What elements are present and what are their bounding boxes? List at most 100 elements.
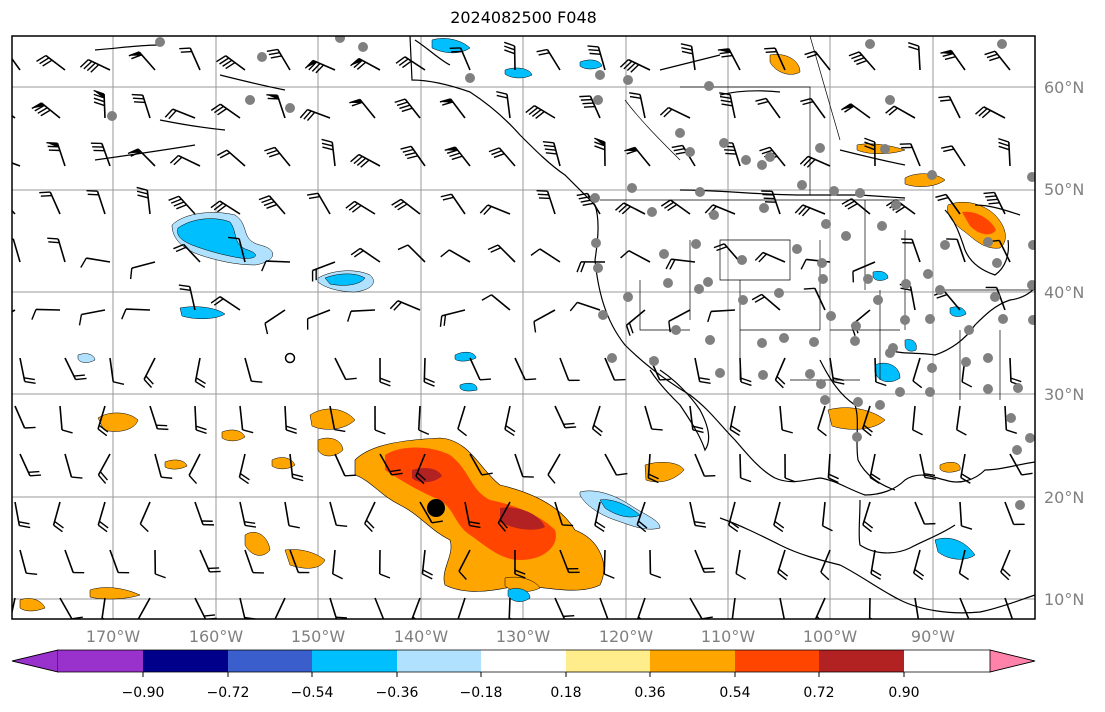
wind-barb (364, 501, 376, 533)
wind-barb (975, 106, 1006, 119)
wind-barb (139, 501, 151, 533)
wind-barb (311, 261, 336, 282)
wind-barb (773, 501, 785, 533)
wind-barb (47, 237, 66, 263)
wind-barb (717, 48, 741, 71)
wind-barb (820, 549, 831, 581)
wind-barb (869, 453, 881, 484)
wind-barb (149, 405, 169, 431)
observation-dot (983, 384, 993, 394)
wind-barb (647, 453, 659, 484)
positive-anomaly-great-lakes (947, 201, 1006, 249)
observation-dot (923, 269, 933, 279)
colorbar-label: −0.90 (122, 685, 165, 701)
observation-dot (851, 321, 861, 331)
wind-barb (421, 549, 433, 580)
wind-barb (694, 549, 716, 573)
wind-barb (188, 453, 201, 485)
wind-barb (615, 202, 646, 215)
wind-barb (14, 501, 31, 529)
wind-barb (848, 51, 876, 71)
wind-barb (284, 352, 296, 364)
wind-barb (829, 357, 845, 385)
observation-dot (935, 285, 945, 295)
wind-barb (959, 501, 973, 530)
wind-barb (258, 195, 286, 215)
colorbar-labels: −0.90 −0.72 −0.54 −0.36 −0.18 0.18 0.36 … (122, 685, 920, 701)
wind-barb (559, 549, 580, 574)
wind-barb (864, 137, 876, 167)
wind-barb (636, 597, 646, 619)
wind-barb (469, 357, 492, 381)
wind-barb (244, 549, 264, 574)
observation-dot (704, 81, 714, 91)
wind-barb (754, 251, 786, 263)
wind-barb (761, 190, 781, 215)
wind-barb (547, 453, 561, 484)
wind-barb (751, 293, 781, 311)
longitude-axis: 170°W 160°W 150°W 140°W 130°W 120°W 110°… (86, 627, 955, 646)
colorbar-segment (819, 650, 904, 672)
wind-barb (350, 57, 381, 71)
wind-barb (591, 405, 603, 437)
observation-dot (815, 143, 825, 153)
observation-dot (1015, 500, 1025, 510)
wind-barb (764, 47, 786, 71)
wind-barb (90, 142, 111, 167)
observation-dot (685, 147, 695, 157)
colorbar-extend-high (989, 649, 1036, 673)
observation-dot (826, 311, 836, 321)
wind-barb (899, 143, 921, 167)
observation-dot (820, 395, 830, 405)
wind-barb (694, 453, 716, 477)
wind-barb (179, 47, 201, 71)
observation-dot (983, 353, 993, 363)
wind-barb (346, 309, 376, 322)
wind-barb (12, 162, 21, 167)
wind-barb (210, 103, 241, 119)
observation-dot (797, 180, 807, 190)
observation-dot (741, 155, 751, 165)
wind-barb (12, 238, 21, 263)
wind-barb (636, 501, 648, 533)
wind-barb (799, 155, 831, 168)
wind-barb (86, 190, 106, 215)
wind-barb (800, 97, 826, 119)
map-frame (11, 35, 1036, 620)
wind-barb (284, 501, 300, 529)
wind-barb (31, 308, 61, 320)
observation-dot (895, 387, 905, 397)
wind-barb (411, 597, 421, 619)
wind-barb (576, 261, 606, 273)
wind-barb (469, 453, 493, 476)
wind-barb (841, 103, 871, 119)
wind-barb (306, 309, 331, 330)
wind-barb (1000, 549, 1011, 581)
observation-dot (841, 231, 851, 241)
wind-barb (264, 309, 286, 335)
observation-dot (821, 219, 831, 229)
colorbar (11, 649, 1036, 677)
wind-barb (998, 137, 1011, 167)
wind-barb (173, 243, 201, 263)
lon-label: 140°W (394, 627, 449, 646)
wind-barb (542, 140, 561, 167)
wind-barb (14, 405, 36, 429)
map-title: 2024082500 F048 (450, 8, 597, 27)
observation-dot (809, 337, 819, 347)
wind-barb (739, 453, 752, 483)
wind-barb (216, 55, 246, 71)
observation-dot (737, 255, 747, 265)
wind-barb (779, 597, 786, 619)
observation-dot (964, 325, 974, 335)
wind-barb (109, 549, 130, 574)
observation-dot (885, 95, 895, 105)
observation-dot (875, 400, 885, 410)
wind-barb (306, 192, 331, 215)
colorbar-label: 0.54 (719, 685, 750, 701)
observation-dot (623, 292, 633, 302)
wind-barb (395, 56, 426, 71)
wind-barb (569, 301, 601, 312)
wind-barb (579, 95, 601, 119)
wind-barb (423, 357, 435, 387)
